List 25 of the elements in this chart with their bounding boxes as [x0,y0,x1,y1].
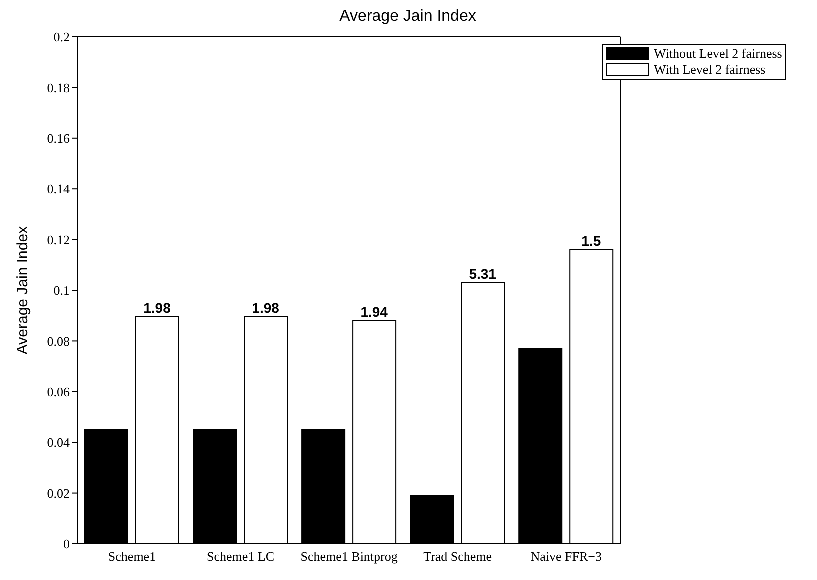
x-tick-label: Trad Scheme [424,549,492,564]
y-tick-label: 0.04 [47,435,70,450]
legend-label: With Level 2 fairness [654,62,766,78]
x-tick-label: Scheme1 Bintprog [300,549,398,564]
annotation: 1.98 [144,300,172,316]
y-tick-label: 0.16 [47,131,70,146]
annotation: 5.31 [469,266,497,282]
y-axis-title: Average Jain Index [14,226,32,355]
chart-title: Average Jain Index [338,8,478,26]
y-tick-label: 0.2 [54,30,70,45]
y-tick-label: 0.02 [47,486,70,501]
annotation: 1.98 [252,300,280,316]
x-tick-label: Naive FFR−3 [530,549,602,564]
y-tick-label: 0 [64,536,70,552]
annotation: 1.5 [582,232,602,249]
y-tick-label: 0.12 [47,232,70,248]
y-tick-label: 0.08 [47,334,70,349]
y-tick-label: 0.06 [47,384,70,400]
y-tick-label: 0.1 [54,283,70,298]
y-tick-label: 0.18 [47,80,70,96]
annotation: 1.94 [360,304,388,320]
y-tick-label: 0.14 [47,182,70,197]
x-tick-label: Scheme1 [108,549,156,564]
legend-label: Without Level 2 fairness [654,46,782,62]
x-tick-label: Scheme1 LC [207,549,275,564]
